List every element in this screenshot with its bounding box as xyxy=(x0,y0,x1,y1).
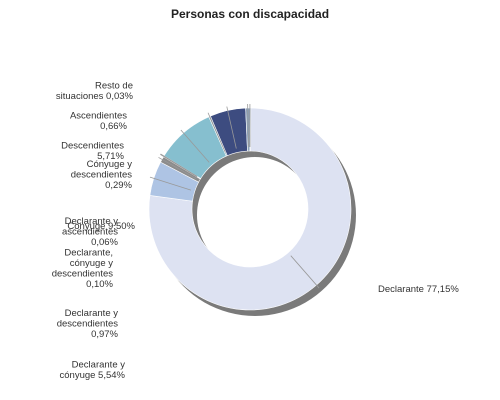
slice-label-declarante: Declarante 77,15% xyxy=(378,284,459,295)
slice-label-descendientes: Descendientes 5,71% xyxy=(61,141,124,163)
slice-label-conyuge: Cónyuge 9,50% xyxy=(67,221,135,232)
leader-line-declarante-y-descendientes xyxy=(158,157,197,179)
slice-label-declarante-y-ascendientes: Declarante y ascendientes 0,06% xyxy=(62,216,119,248)
leader-line-group xyxy=(149,103,320,289)
slice-label-declarante-conyuge-y-descendientes: Declarante, cónyuge y descendientes 0,10% xyxy=(52,248,114,291)
leader-line-conyuge-y-descendientes xyxy=(207,112,226,153)
slice-label-declarante-y-descendientes: Declarante y descendientes 0,97% xyxy=(57,308,119,340)
slice-label-group: Declarante 77,15% Declarante y cónyuge 5,5… xyxy=(52,81,460,382)
slice-label-ascendientes: Ascendientes 0,66% xyxy=(70,111,128,133)
chart-title: Personas con discapacidad xyxy=(170,7,330,21)
slice-label-conyuge-y-descendientes: Cónyuge y descendientes 0,29% xyxy=(71,159,133,191)
leader-line-declarante-y-ascendientes xyxy=(160,153,198,177)
slice-label-resto-de-situaciones: Resto de situaciones 0,03% xyxy=(56,81,134,103)
leader-line-ascendientes xyxy=(247,104,249,148)
slice-declarante xyxy=(148,107,352,311)
leader-line-declarante-y-conyuge xyxy=(149,176,192,191)
leader-line-descendientes xyxy=(226,106,237,149)
leader-line-declarante xyxy=(290,255,320,289)
leader-line-conyuge xyxy=(180,129,210,163)
slice-label-declarante-y-conyuge: Declarante y cónyuge 5,54% xyxy=(60,360,126,382)
